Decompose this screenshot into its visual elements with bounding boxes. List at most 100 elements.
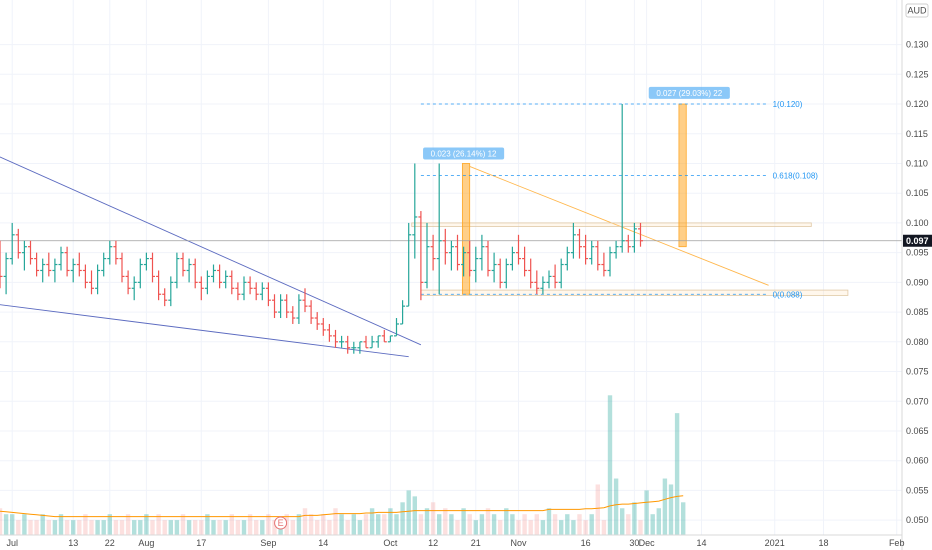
ohlc-bar[interactable] (320, 318, 326, 336)
ohlc-bar[interactable] (34, 252, 40, 277)
ohlc-bar[interactable] (89, 270, 94, 295)
ohlc-bar[interactable] (534, 270, 540, 295)
ohlc-bar[interactable] (387, 335, 393, 343)
ohlc-bar[interactable] (406, 222, 412, 307)
ohlc-bar[interactable] (467, 240, 473, 277)
ohlc-bar[interactable] (253, 282, 259, 301)
ohlc-bar[interactable] (174, 252, 180, 289)
ohlc-bar[interactable] (326, 323, 332, 342)
ohlc-bar[interactable] (412, 163, 418, 259)
earnings-marker[interactable]: E (274, 516, 288, 530)
ohlc-bar[interactable] (552, 264, 558, 289)
earnings-marker-circle[interactable] (274, 516, 288, 530)
ohlc-bar[interactable] (345, 335, 351, 354)
ohlc-bar[interactable] (381, 329, 387, 343)
ohlc-bar[interactable] (204, 270, 210, 295)
ohlc-bar[interactable] (259, 282, 265, 301)
ohlc-bar[interactable] (119, 252, 125, 283)
ohlc-bar[interactable] (3, 252, 9, 295)
ohlc-bar[interactable] (76, 252, 82, 277)
ohlc-bar[interactable] (101, 252, 107, 277)
ohlc-bar[interactable] (369, 335, 375, 349)
ohlc-bar[interactable] (52, 258, 58, 283)
ohlc-bar[interactable] (150, 252, 155, 283)
ohlc-bar[interactable] (58, 246, 64, 271)
ohlc-bar[interactable] (272, 294, 277, 319)
ohlc-bar[interactable] (296, 294, 302, 324)
ohlc-bar[interactable] (625, 234, 631, 253)
ohlc-bar[interactable] (638, 222, 643, 247)
ohlc-bar[interactable] (125, 270, 131, 295)
ohlc-bar[interactable] (577, 228, 582, 259)
ohlc-bar[interactable] (436, 163, 442, 295)
ohlc-bar[interactable] (528, 258, 534, 289)
ohlc-bar[interactable] (503, 258, 509, 289)
price-axis[interactable]: 0.130 0.125 0.120 0.115 0.110 0.105 0.100 0.095… (903, 40, 932, 526)
ohlc-bar[interactable] (607, 246, 613, 277)
ohlc-bar[interactable] (113, 240, 119, 265)
ohlc-bar[interactable] (333, 329, 338, 348)
ohlc-bar[interactable] (308, 300, 314, 324)
ohlc-bar[interactable] (485, 240, 491, 277)
ohlc-bar[interactable] (284, 294, 290, 319)
ohlc-bar[interactable] (479, 234, 485, 271)
ohlc-bar[interactable] (40, 258, 46, 283)
ohlc-bar[interactable] (570, 222, 576, 259)
ohlc-bar[interactable] (613, 240, 619, 259)
resistance-zone[interactable] (411, 222, 812, 227)
ohlc-bar[interactable] (186, 258, 192, 283)
ohlc-bar[interactable] (418, 211, 424, 301)
ohlc-bar[interactable] (235, 282, 241, 301)
ohlc-bar[interactable] (302, 288, 308, 313)
ohlc-bar[interactable] (156, 270, 162, 301)
ohlc-bar[interactable] (357, 341, 363, 354)
ohlc-bar[interactable] (9, 222, 15, 265)
ohlc-bar[interactable] (455, 234, 460, 271)
flagpole-range-1[interactable] (461, 163, 471, 295)
ohlc-bar[interactable] (168, 276, 174, 307)
time-axis[interactable]: Jul 13 22 Aug 17 Sep 14 Oct 12 21 Nov 16 30 Dec 14 2021… (6, 538, 904, 548)
currency-badge[interactable]: AUD (905, 3, 929, 18)
ohlc-bar[interactable] (131, 276, 137, 301)
range-measure-label[interactable]: 0.023 (26.14%) 12 (423, 147, 505, 160)
ohlc-bar[interactable] (589, 240, 595, 265)
ohlc-bar[interactable] (137, 258, 143, 289)
ohlc-bar[interactable] (424, 222, 430, 289)
ohlc-bar[interactable] (28, 240, 33, 265)
ohlc-bar[interactable] (595, 240, 601, 271)
ohlc-bar[interactable] (265, 282, 271, 307)
ohlc-bar[interactable] (442, 228, 448, 265)
ohlc-bar[interactable] (583, 234, 589, 265)
ohlc-bar[interactable] (394, 318, 399, 337)
drawing-layer[interactable] (0, 103, 902, 358)
ohlc-bar[interactable] (70, 258, 76, 283)
wedge-lower-trendline[interactable] (0, 303, 409, 358)
ohlc-bar[interactable] (491, 252, 497, 283)
ohlc-bar[interactable] (107, 240, 113, 265)
ohlc-bar[interactable] (241, 276, 247, 301)
ohlc-bar[interactable] (15, 228, 21, 259)
ohlc-bar[interactable] (162, 288, 168, 307)
wedge-upper-trendline[interactable] (0, 152, 422, 346)
range-measure-label[interactable]: 0.027 (29.03%) 22 (648, 86, 730, 99)
ohlc-bar[interactable] (631, 222, 637, 253)
ohlc-bar[interactable] (509, 246, 515, 271)
ohlc-bar[interactable] (601, 252, 607, 277)
ohlc-bar[interactable] (558, 258, 564, 289)
ohlc-bar[interactable] (192, 258, 198, 289)
ohlc-bar[interactable] (339, 335, 345, 348)
ohlc-bar[interactable] (497, 258, 503, 289)
ohlc-bar[interactable] (430, 234, 436, 271)
ohlc-bar[interactable] (278, 294, 284, 319)
ohlc-bar[interactable] (473, 246, 479, 283)
ohlc-bar[interactable] (0, 240, 3, 289)
triangle-top-trendline[interactable] (469, 166, 769, 286)
ohlc-bar[interactable] (180, 252, 186, 277)
plot-area[interactable]: E 1(0.120) 0.618(0.108) 0(0.088) 0.023 (26.1… (0, 86, 902, 535)
ohlc-bar[interactable] (143, 252, 149, 271)
ohlc-bar[interactable] (223, 270, 229, 289)
ohlc-bar[interactable] (217, 264, 223, 289)
ohlc-bar[interactable] (351, 341, 357, 354)
ohlc-bar[interactable] (290, 306, 296, 324)
